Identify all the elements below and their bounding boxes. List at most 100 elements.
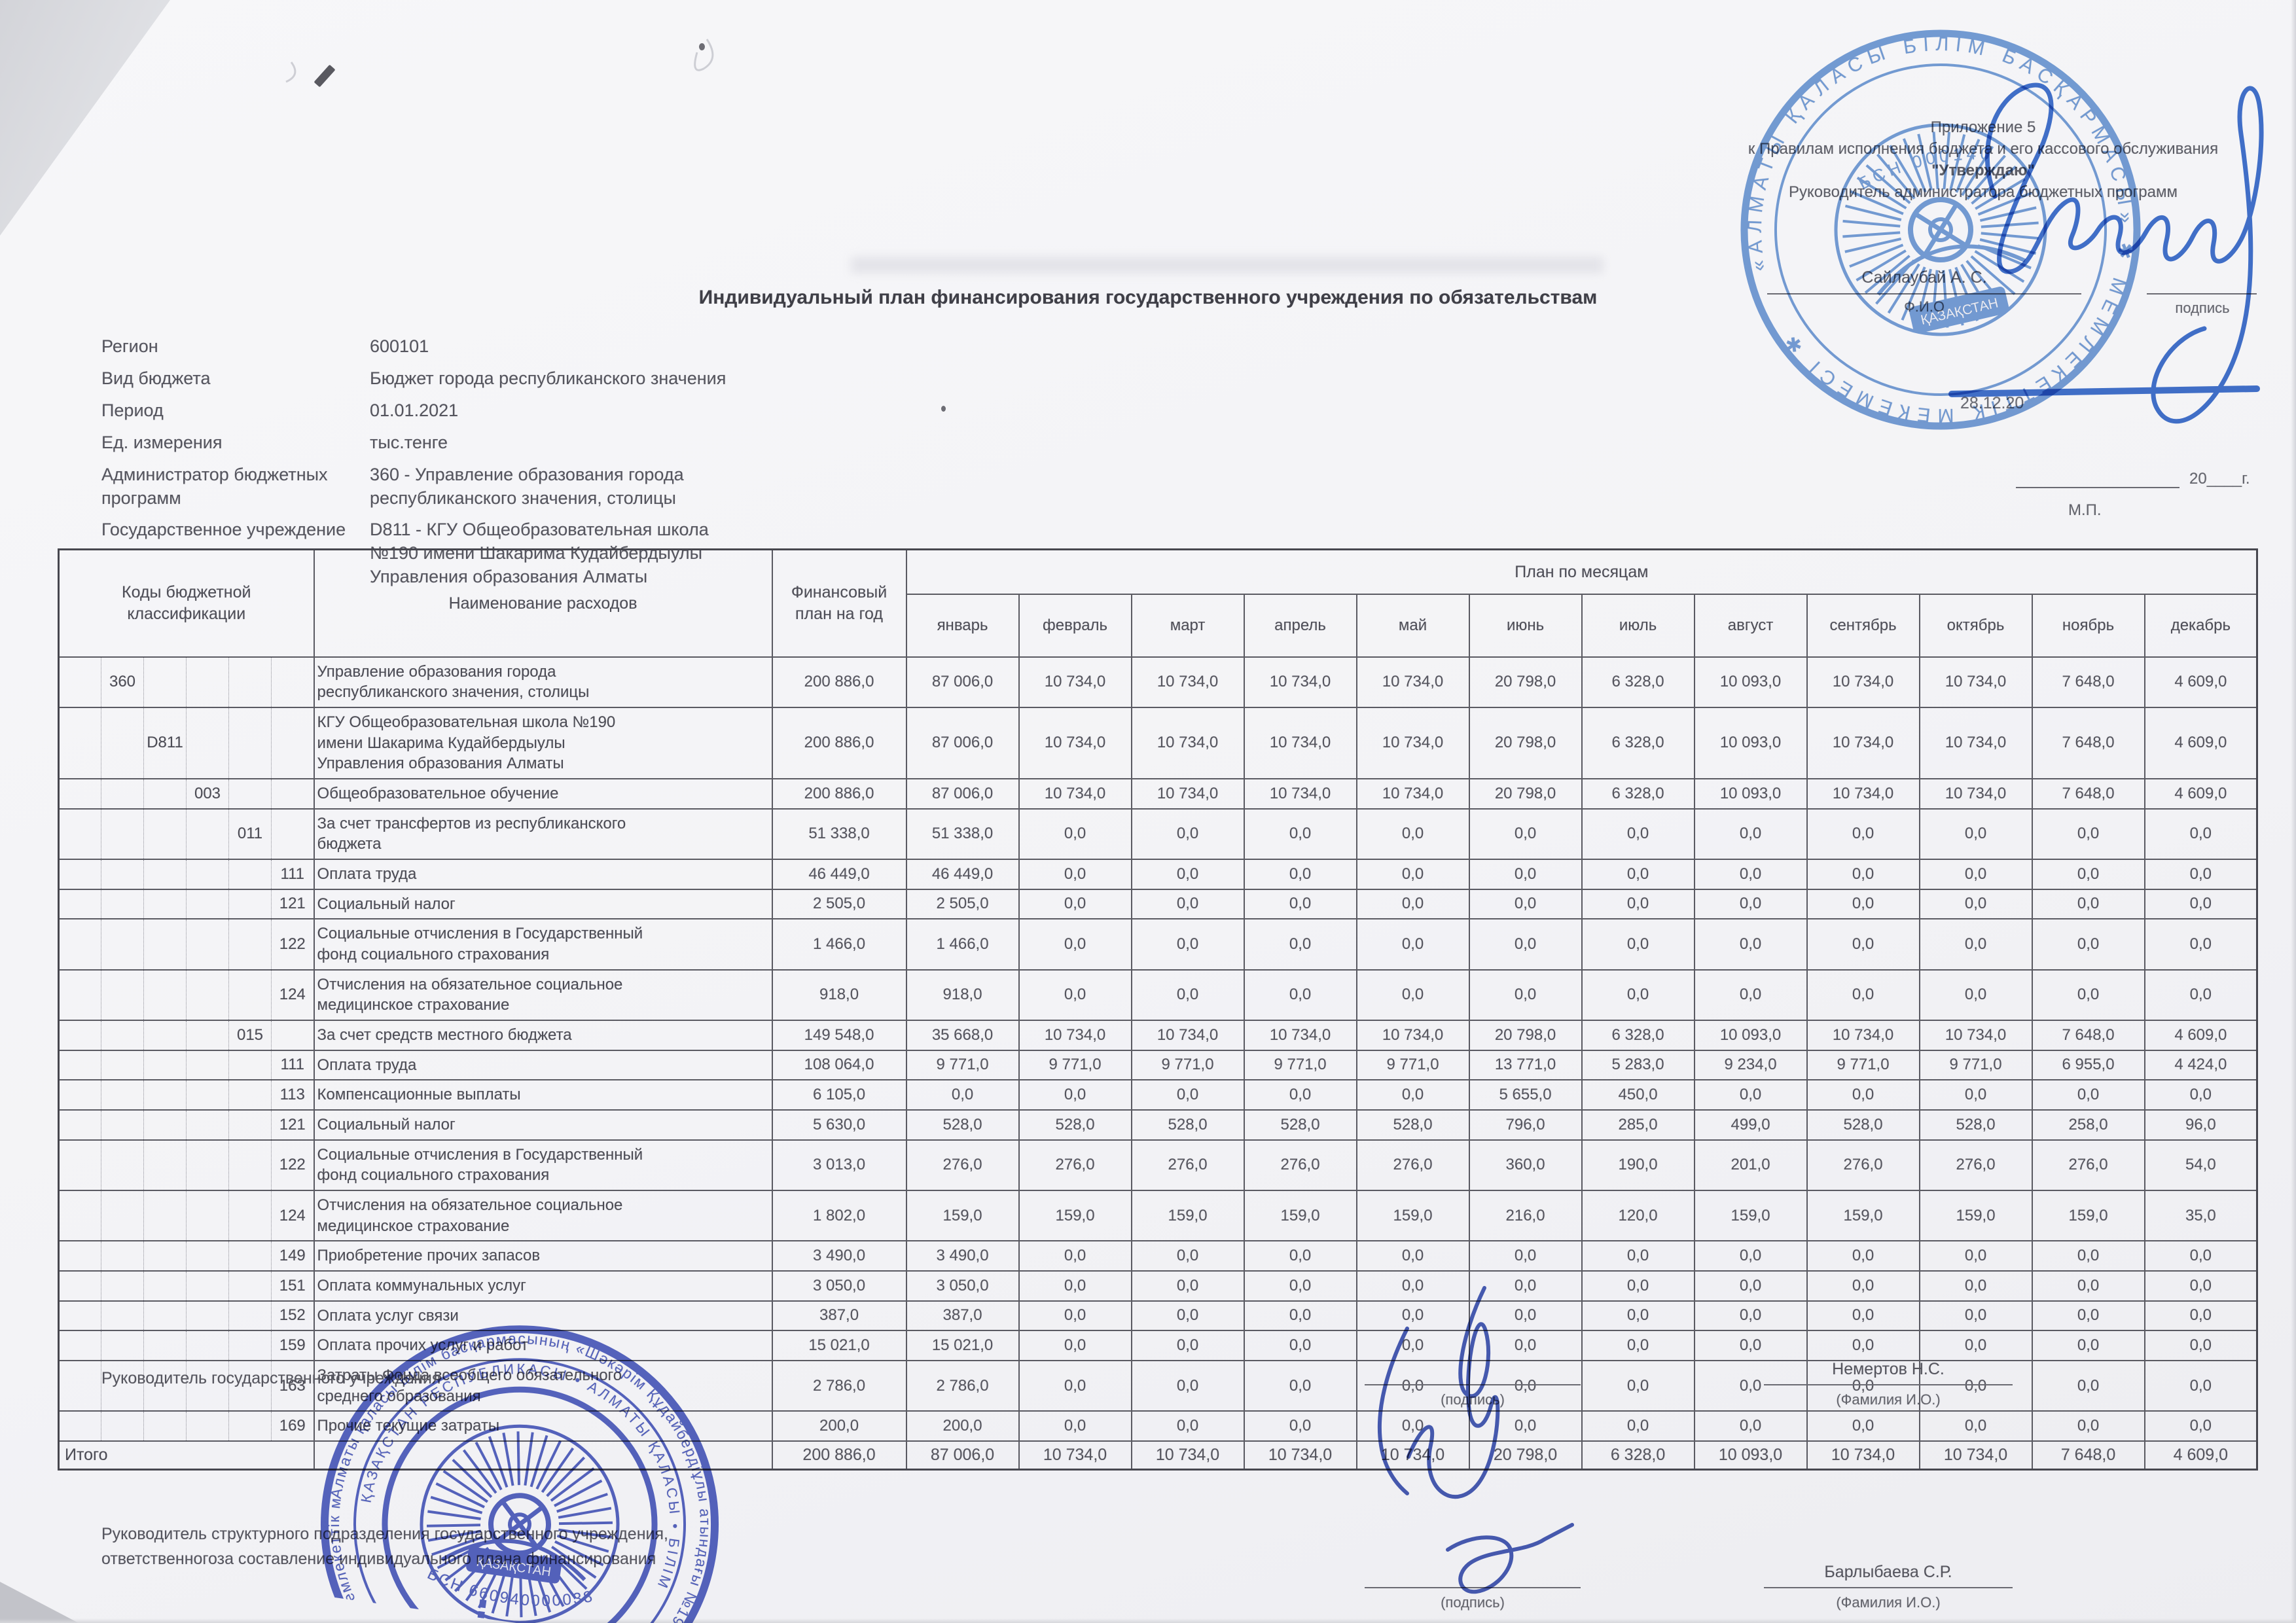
annual-plan-value: 46 449,0: [771, 858, 907, 890]
annual-plan-value: 200 886,0: [771, 777, 907, 810]
month-value: 0,0: [1243, 1240, 1357, 1272]
meta-value: тыс.тенге: [370, 432, 448, 452]
month-value: 6 328,0: [1581, 706, 1695, 779]
code-cell: [58, 1019, 101, 1051]
approval-date: 28.12.20: [1960, 394, 2024, 412]
expense-name: [313, 1440, 773, 1471]
code-cell: [101, 1139, 144, 1191]
meta-label: Регион: [101, 336, 158, 356]
code-cell: [228, 969, 272, 1021]
code-cell: [228, 1139, 272, 1191]
code-cell: [58, 1330, 101, 1361]
month-value: 4 609,0: [2144, 656, 2258, 708]
month-value: 0,0: [2031, 808, 2145, 860]
mp-label: М.П.: [2068, 501, 2102, 519]
month-value: 159,0: [1693, 1189, 1808, 1242]
month-value: 276,0: [1355, 1139, 1470, 1191]
month-value: 10 093,0: [1693, 706, 1808, 779]
month-value: 120,0: [1581, 1189, 1695, 1242]
code-cell: [101, 1049, 144, 1081]
month-value: 87 006,0: [905, 777, 1020, 810]
annual-plan-value: 1 466,0: [771, 918, 907, 971]
code-cell: [186, 1019, 229, 1051]
month-value: 0,0: [2031, 918, 2145, 971]
code-cell: [186, 808, 229, 860]
code-cell: [101, 1240, 144, 1272]
annual-plan-value: 200 886,0: [771, 656, 907, 708]
month-value: 0,0: [1355, 1300, 1470, 1332]
month-value: 0,0: [905, 1079, 1020, 1111]
code-cell: [186, 1330, 229, 1361]
month-value: 0,0: [1130, 1300, 1245, 1332]
month-value: 0,0: [1693, 808, 1808, 860]
month-value: 9 771,0: [1918, 1049, 2033, 1081]
month-value: 9 771,0: [1018, 1049, 1132, 1081]
month-value: 276,0: [1130, 1139, 1245, 1191]
sign-sublabel: (подпись): [1441, 1391, 1505, 1408]
month-value: 0,0: [2144, 1300, 2258, 1332]
code-cell: [143, 777, 187, 810]
month-value: 0,0: [1130, 1410, 1245, 1442]
table-row: 159 Оплата прочих услуг и работ 15 021,0 15…: [58, 1330, 2258, 1361]
meta-label: Администратор бюджетных программ: [101, 464, 328, 508]
code-cell: [58, 1109, 101, 1141]
code-cell: [186, 858, 229, 890]
code-cell: 111: [270, 858, 315, 890]
month-value: 10 734,0: [1355, 1019, 1470, 1051]
month-value: 0,0: [1581, 888, 1695, 920]
month-value: 10 093,0: [1693, 1440, 1808, 1471]
month-value: 10 734,0: [1806, 706, 1920, 779]
code-cell: 159: [270, 1330, 315, 1361]
annex-number: Приложение 5: [1930, 118, 2036, 136]
month-value: 46 449,0: [905, 858, 1020, 890]
code-cell: [143, 1330, 187, 1361]
header-month: сентябрь: [1806, 593, 1920, 658]
page-title: Индивидуальный план финансирования госуд…: [698, 287, 1598, 308]
month-value: 10 734,0: [1918, 706, 2033, 779]
month-value: 9 771,0: [905, 1049, 1020, 1081]
month-value: 0,0: [1130, 888, 1245, 920]
table-row: 121 Социальный налог 5 630,0 528,0 528,0 528,…: [58, 1109, 2258, 1141]
month-value: 0,0: [1918, 1300, 2033, 1332]
code-cell: [101, 777, 144, 810]
month-value: 96,0: [2144, 1109, 2258, 1141]
month-value: 0,0: [2031, 1079, 2145, 1111]
expense-name: За счет средств местного бюджета: [313, 1019, 773, 1051]
month-value: 1 466,0: [905, 918, 1020, 971]
month-value: 7 648,0: [2031, 777, 2145, 810]
month-value: 0,0: [2144, 888, 2258, 920]
month-value: 0,0: [1018, 918, 1132, 971]
code-cell: [101, 808, 144, 860]
month-value: 528,0: [1806, 1109, 1920, 1141]
month-value: 10 734,0: [1018, 706, 1132, 779]
header-month: февраль: [1018, 593, 1132, 658]
month-value: 159,0: [1355, 1189, 1470, 1242]
code-cell: [143, 1240, 187, 1272]
expense-name: Оплата услуг связи: [313, 1300, 773, 1332]
month-value: 0,0: [1018, 1300, 1132, 1332]
code-cell: [58, 1139, 101, 1191]
month-value: 159,0: [1918, 1189, 2033, 1242]
month-value: 10 734,0: [1130, 656, 1245, 708]
code-cell: [228, 777, 272, 810]
fio-line: [1764, 1384, 2013, 1385]
code-cell: [228, 918, 272, 971]
unit-signer-name: Барлыбаева С.Р.: [1824, 1563, 1952, 1581]
month-value: 0,0: [1693, 918, 1808, 971]
month-value: 0,0: [1918, 808, 2033, 860]
month-value: 285,0: [1581, 1109, 1695, 1141]
month-value: 35,0: [2144, 1189, 2258, 1242]
code-cell: [186, 1240, 229, 1272]
month-value: 10 093,0: [1693, 656, 1808, 708]
month-value: 0,0: [1130, 1270, 1245, 1302]
annual-plan-value: 108 064,0: [771, 1049, 907, 1081]
code-cell: 003: [186, 777, 229, 810]
month-value: 0,0: [1355, 808, 1470, 860]
month-value: 0,0: [1806, 858, 1920, 890]
annual-plan-value: 51 338,0: [771, 808, 907, 860]
month-value: 0,0: [1243, 1359, 1357, 1412]
month-value: 0,0: [1806, 918, 1920, 971]
table-row: 122 Социальные отчисления в Государственн…: [58, 1139, 2258, 1191]
table-row: 124 Отчисления на обязательное социальное…: [58, 1189, 2258, 1242]
header-annual-plan: Финансовый план на год: [771, 548, 907, 658]
